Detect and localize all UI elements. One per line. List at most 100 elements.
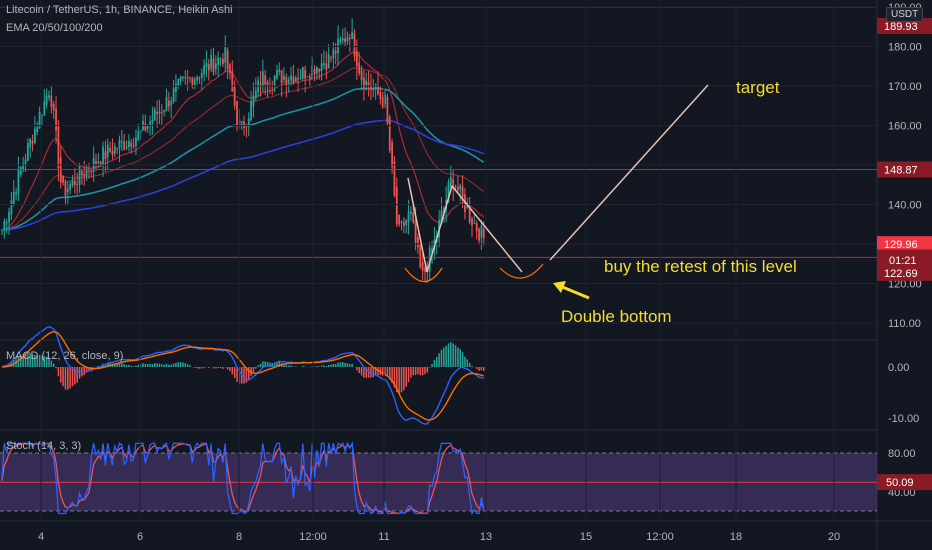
candle-body bbox=[132, 145, 135, 147]
candle-body bbox=[106, 144, 109, 158]
candle-body bbox=[367, 81, 370, 87]
stoch-value-box bbox=[877, 474, 932, 491]
price-tick-label: 170.00 bbox=[888, 81, 922, 93]
candle-body bbox=[62, 176, 64, 183]
candle-body bbox=[313, 68, 316, 75]
candle-body bbox=[81, 171, 83, 176]
candle-body bbox=[332, 49, 335, 58]
candle-body bbox=[405, 219, 408, 226]
candle-body bbox=[144, 123, 147, 131]
candle-body bbox=[398, 215, 401, 225]
time-tick-label: 4 bbox=[38, 531, 44, 543]
ema-legend[interactable]: EMA 20/50/100/200 bbox=[6, 22, 103, 34]
candle-body bbox=[43, 100, 46, 116]
candle-body bbox=[410, 211, 412, 214]
stoch-pane[interactable] bbox=[0, 440, 877, 516]
time-tick-label: 12:00 bbox=[646, 531, 674, 543]
candle-body bbox=[172, 88, 175, 102]
currency-button[interactable]: USDT bbox=[886, 7, 924, 22]
annotation-target: target bbox=[736, 78, 780, 97]
candle-body bbox=[41, 115, 43, 117]
symbol-legend[interactable]: Litecoin / TetherUS, 1h, BINANCE, Heikin… bbox=[6, 4, 233, 16]
candle-body bbox=[339, 39, 342, 43]
candle-body bbox=[24, 159, 27, 165]
annotations: target buy the retest of this level Double… bbox=[404, 78, 797, 326]
candle-body bbox=[252, 95, 255, 107]
time-tick-label: 20 bbox=[828, 531, 840, 543]
candle-body bbox=[372, 88, 375, 90]
price-label: 129.96 bbox=[884, 239, 918, 251]
candle-body bbox=[283, 75, 285, 80]
candle-body bbox=[85, 168, 88, 177]
candle-body bbox=[111, 150, 114, 155]
time-tick-label: 18 bbox=[730, 531, 742, 543]
candle-body bbox=[316, 67, 318, 74]
candle-body bbox=[125, 146, 128, 148]
stoch-legend[interactable]: Stoch (14, 3, 3) bbox=[6, 440, 82, 452]
candle-body bbox=[464, 194, 466, 213]
time-tick-label: 11 bbox=[378, 531, 389, 543]
candle-body bbox=[31, 140, 34, 144]
candle-body bbox=[353, 33, 356, 57]
candle-body bbox=[226, 50, 229, 69]
stoch-k-line bbox=[1, 440, 485, 516]
candle-body bbox=[278, 69, 281, 73]
candle-body bbox=[163, 109, 166, 113]
candle-body bbox=[414, 219, 417, 243]
candle-body bbox=[160, 112, 163, 114]
candle-body bbox=[55, 108, 57, 131]
candle-body bbox=[231, 70, 234, 92]
candle-body bbox=[73, 180, 76, 185]
candle-body bbox=[365, 80, 368, 87]
candle-body bbox=[179, 77, 182, 81]
candle-body bbox=[118, 140, 121, 149]
candle-body bbox=[104, 151, 107, 160]
candle-body bbox=[19, 167, 22, 175]
candle-body bbox=[243, 121, 245, 128]
candle-body bbox=[217, 57, 220, 65]
candle-body bbox=[240, 121, 243, 123]
candle-body bbox=[280, 70, 283, 84]
candle-body bbox=[320, 63, 323, 71]
candle-body bbox=[120, 141, 123, 143]
candle-body bbox=[247, 118, 250, 127]
candle-body bbox=[325, 63, 328, 71]
candle-body bbox=[165, 97, 168, 111]
candle-body bbox=[264, 75, 267, 85]
candle-body bbox=[301, 66, 304, 79]
candle-body bbox=[311, 65, 314, 79]
double-bottom-arc-2 bbox=[499, 263, 544, 279]
candle-body bbox=[156, 112, 158, 115]
candle-body bbox=[459, 185, 462, 190]
time-tick-label: 8 bbox=[236, 531, 242, 543]
candle-body bbox=[478, 228, 480, 241]
candle-body bbox=[391, 142, 393, 168]
candle-body bbox=[318, 68, 321, 72]
candle-body bbox=[304, 69, 307, 79]
candle-body bbox=[461, 186, 464, 197]
macd-pane[interactable] bbox=[1, 326, 485, 425]
candle-body bbox=[97, 161, 100, 164]
annotation-retest: buy the retest of this level bbox=[604, 257, 797, 276]
macd-tick-label: 0.00 bbox=[888, 362, 909, 374]
candle-body bbox=[287, 79, 290, 83]
candle-body bbox=[109, 147, 111, 152]
candle-body bbox=[290, 75, 292, 81]
candle-body bbox=[48, 95, 50, 98]
macd-legend[interactable]: MACD (12, 26, close, 9) bbox=[6, 350, 124, 362]
candle-body bbox=[113, 146, 116, 154]
price-tick-label: 120.00 bbox=[888, 279, 922, 291]
stoch-value-label: 50.09 bbox=[886, 477, 914, 489]
ema-20-line bbox=[1, 51, 485, 231]
candle-body bbox=[407, 211, 410, 222]
projection-line bbox=[451, 185, 523, 273]
candle-body bbox=[473, 222, 476, 224]
candle-body bbox=[384, 94, 386, 105]
candle-body bbox=[388, 116, 391, 151]
candle-body bbox=[475, 223, 478, 231]
candle-body bbox=[276, 70, 278, 79]
candle-body bbox=[146, 125, 149, 129]
candle-body bbox=[116, 148, 119, 150]
